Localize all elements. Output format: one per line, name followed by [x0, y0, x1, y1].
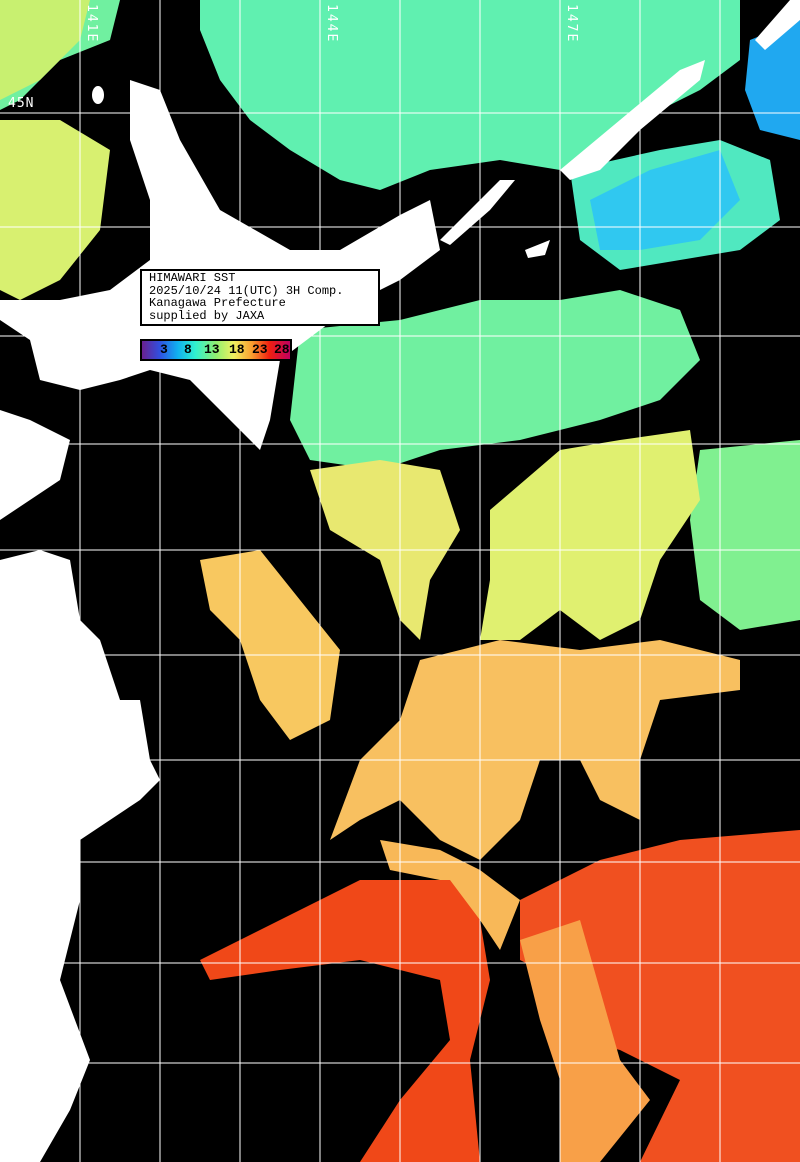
- land-kuril-island: [440, 180, 515, 245]
- sst-region-warm: [520, 920, 650, 1162]
- sst-region-cool: [290, 290, 700, 470]
- sst-region-cold: [590, 150, 740, 250]
- legend-label: 18: [229, 342, 245, 357]
- sst-region-hot: [520, 830, 800, 1162]
- legend-label: 3: [160, 342, 168, 357]
- legend-label: 8: [184, 342, 192, 357]
- land-sakhalin: [755, 0, 800, 50]
- info-title: HIMAWARI SST: [149, 271, 236, 285]
- sst-region-warm: [330, 640, 740, 860]
- color-legend: 3 8 13 18 23 28: [140, 339, 292, 361]
- longitude-label-144e: 144E: [324, 4, 339, 44]
- info-credit: supplied by JAXA: [149, 308, 265, 323]
- legend-label: 28: [274, 342, 290, 357]
- longitude-label-147e: 147E: [564, 4, 579, 44]
- sst-region-warm: [200, 550, 340, 740]
- latitude-label-45n: 45N: [8, 96, 35, 111]
- sst-region-mild: [480, 430, 700, 640]
- sst-region-mild: [0, 120, 110, 300]
- sst-region-cold: [745, 20, 800, 140]
- land-rishiri-island: [92, 86, 104, 104]
- sst-region-mild: [0, 0, 90, 100]
- land-hokkaido: [0, 80, 440, 450]
- longitude-label-141e: 141E: [84, 4, 99, 44]
- sst-region-cool: [690, 440, 800, 630]
- sst-region-warm: [380, 840, 520, 950]
- legend-label: 13: [204, 342, 220, 357]
- sst-region-hot: [200, 880, 490, 1162]
- land-kuril-island: [525, 240, 550, 258]
- land-kuril-island: [560, 60, 705, 180]
- info-region: Kanagawa Prefecture: [149, 296, 286, 310]
- info-datetime: 2025/10/24 11(UTC) 3H Comp.: [149, 283, 344, 298]
- info-box: HIMAWARI SST 2025/10/24 11(UTC) 3H Comp.…: [140, 269, 380, 326]
- legend-label: 23: [252, 342, 268, 357]
